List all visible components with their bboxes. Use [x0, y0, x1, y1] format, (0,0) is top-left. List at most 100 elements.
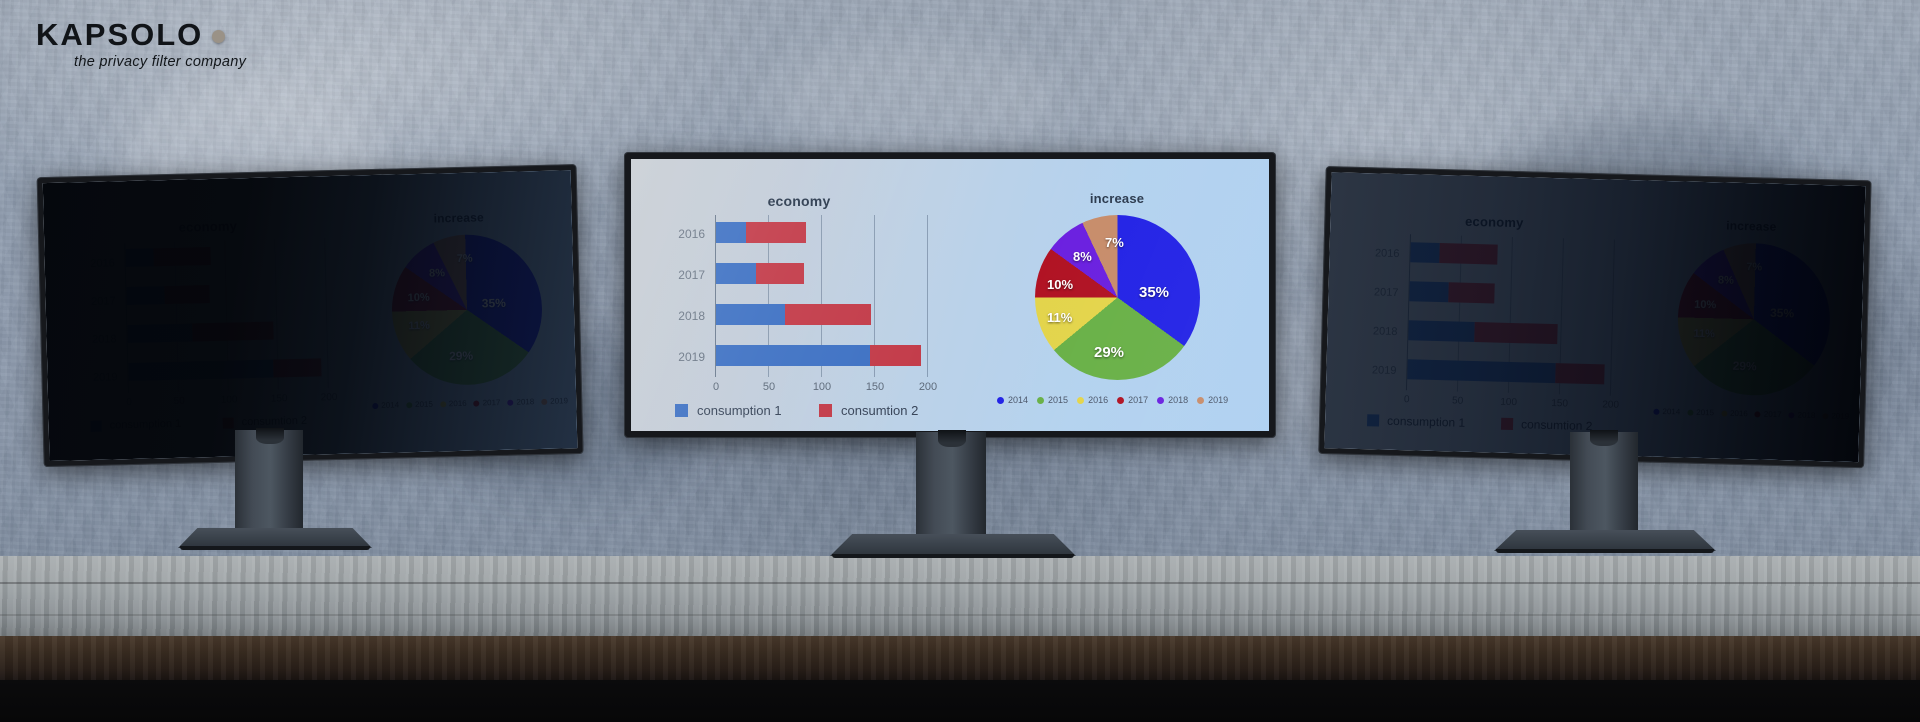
center-cat-2019: 2019 [678, 350, 705, 364]
center-pie-legend-2015: 2015 [1037, 395, 1068, 405]
left-pie-legend-dot-2019 [541, 398, 548, 405]
left-cat-2016: 2016 [90, 257, 115, 270]
left-bar-2016-s1 [125, 248, 154, 268]
right-monitor-base [1494, 530, 1716, 551]
right-bar-2017-s1 [1409, 281, 1449, 303]
center-monitor-base [830, 534, 1076, 556]
left-pie-legend-2018: 2018 [507, 397, 534, 407]
left-cat-2017: 2017 [91, 295, 116, 308]
left-pie-chart-title: increase [433, 210, 485, 226]
left-xtick-150: 150 [270, 393, 288, 405]
right-monitor-screen: economy 2016 2017 2018 2019 [1324, 172, 1866, 463]
left-pie-legend-2017: 2017 [473, 398, 501, 408]
left-bar-2018-s2 [192, 321, 274, 342]
table-front-edge [0, 636, 1920, 682]
center-legend-swatch-consumtion-2 [819, 404, 832, 417]
right-legend-swatch-consumption-1 [1366, 414, 1380, 427]
center-chart-surface: economy 2016 2017 2018 2019 [631, 159, 1269, 431]
left-pie-legend-text-2015: 2015 [414, 399, 433, 410]
right-pie-label-29: 29% [1732, 358, 1757, 374]
center-bar-legend-item-2: consumtion 2 [819, 403, 918, 418]
center-cat-2017: 2017 [678, 268, 705, 282]
left-xtick-100: 100 [220, 394, 238, 406]
right-bar-chart-title: economy [1464, 213, 1524, 231]
left-pie-label-8: 8% [428, 267, 446, 280]
left-monitor-cable-notch [256, 428, 284, 444]
right-pie-legend-text-2018: 2018 [1797, 410, 1816, 420]
right-bar-legend-item-1: consumption 1 [1366, 413, 1465, 430]
left-bar-legend-item-1: consumption 1 [90, 417, 182, 432]
right-xtick-150: 150 [1551, 398, 1569, 410]
right-monitor-neck [1570, 432, 1638, 538]
left-pie-label-29: 29% [448, 348, 474, 364]
table-plank-seam [0, 582, 1920, 584]
right-pie-legend-2019: 2019 [1822, 411, 1849, 421]
floor-shadow [0, 680, 1920, 722]
left-gridline-200 [324, 238, 329, 389]
right-pie-legend: 2014 2015 2016 2017 2018 2019 [1653, 407, 1849, 421]
center-bar-2017-consumption-1 [716, 263, 756, 284]
right-pie-label-11: 11% [1693, 327, 1716, 341]
center-gridline-50 [768, 215, 769, 377]
brand-name: KAPSOLO [36, 17, 204, 52]
center-bar-2019-consumption-1 [716, 345, 870, 366]
table-plank-seam [0, 614, 1920, 616]
wall-blotch [760, 40, 1060, 160]
left-cat-2018: 2018 [91, 333, 117, 346]
center-pie-legend-dot-2016 [1077, 396, 1085, 404]
center-bar-2016-consumption-1 [716, 222, 746, 243]
center-pie-legend-2018: 2018 [1157, 395, 1188, 405]
left-pie-legend-dot-2017 [473, 399, 480, 407]
left-pie-legend-dot-2016 [439, 400, 446, 407]
right-bar-2018-s1 [1408, 320, 1475, 342]
left-legend-label-consumption-1: consumption 1 [109, 417, 182, 432]
left-xtick-0: 0 [126, 396, 133, 409]
left-pie-legend-2014: 2014 [372, 400, 399, 410]
right-pie-legend-2015: 2015 [1687, 408, 1714, 417]
left-bar-2017-s1 [126, 286, 165, 306]
center-y-axis [715, 215, 716, 377]
left-pie-label-10: 10% [407, 291, 430, 305]
center-bar-2016-consumtion-2 [746, 222, 806, 243]
left-legend-label-consumtion-2: consumtion 2 [241, 414, 308, 429]
left-legend-swatch-consumtion-2 [222, 416, 234, 429]
right-pie-legend-dot-2019 [1822, 412, 1829, 419]
right-chart-surface: economy 2016 2017 2018 2019 [1324, 172, 1866, 463]
right-pie-legend-dot-2017 [1754, 410, 1761, 418]
left-monitor-bezel: economy 2016 2017 2018 2019 [36, 164, 584, 468]
center-bar-chart: economy 2016 2017 2018 2019 [649, 167, 969, 429]
center-bar-2018-consumtion-2 [785, 304, 871, 325]
right-xtick-50: 50 [1451, 395, 1464, 407]
center-pie-legend-2014: 2014 [997, 395, 1028, 405]
right-pie-legend-text-2019: 2019 [1831, 411, 1850, 421]
left-bar-2018-s1 [127, 323, 193, 344]
left-pie-legend-text-2016: 2016 [448, 398, 467, 409]
center-pie-legend-text-2016: 2016 [1088, 395, 1109, 405]
brand-tagline: the privacy filter company [74, 54, 247, 70]
right-pie-legend-text-2016: 2016 [1729, 408, 1748, 419]
right-pie-legend-2018: 2018 [1788, 410, 1816, 420]
right-pie-label-8: 8% [1717, 274, 1734, 287]
center-bar-2017-consumtion-2 [756, 263, 804, 284]
right-cat-2017: 2017 [1373, 286, 1399, 299]
left-legend-swatch-consumption-1 [90, 420, 102, 432]
right-bar-2016-s2 [1439, 243, 1498, 265]
center-pie-label-29: 29% [1094, 344, 1125, 361]
right-pie-legend-2017: 2017 [1754, 409, 1782, 419]
right-pie-legend-text-2014: 2014 [1662, 406, 1681, 417]
right-bar-2019-s1 [1407, 359, 1556, 384]
right-monitor-base-lip [1496, 549, 1714, 553]
right-pie-label-7: 7% [1746, 261, 1763, 274]
center-legend-label-consumtion-2: consumtion 2 [841, 403, 919, 418]
center-pie-label-11: 11% [1047, 310, 1073, 325]
left-pie-legend-text-2014: 2014 [381, 400, 400, 410]
center-pie-legend-2016: 2016 [1077, 395, 1108, 405]
left-pie-legend-dot-2014 [372, 402, 379, 409]
right-bar-2019-s2 [1555, 363, 1605, 385]
center-xtick-0: 0 [712, 381, 720, 393]
left-pie-label-35: 35% [481, 295, 507, 311]
center-gridline-150 [874, 215, 875, 377]
right-bar-legend-item-2: consumtion 2 [1500, 417, 1593, 433]
left-pie-label-11: 11% [408, 319, 430, 333]
